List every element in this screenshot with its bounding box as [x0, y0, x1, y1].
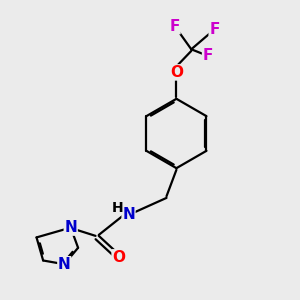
Text: F: F: [169, 19, 180, 34]
Text: N: N: [58, 257, 71, 272]
Text: H: H: [112, 202, 124, 215]
Text: F: F: [202, 48, 213, 63]
Text: N: N: [64, 220, 77, 235]
Text: O: O: [170, 65, 183, 80]
Text: O: O: [112, 250, 125, 265]
Text: N: N: [122, 207, 135, 222]
Text: F: F: [209, 22, 220, 37]
